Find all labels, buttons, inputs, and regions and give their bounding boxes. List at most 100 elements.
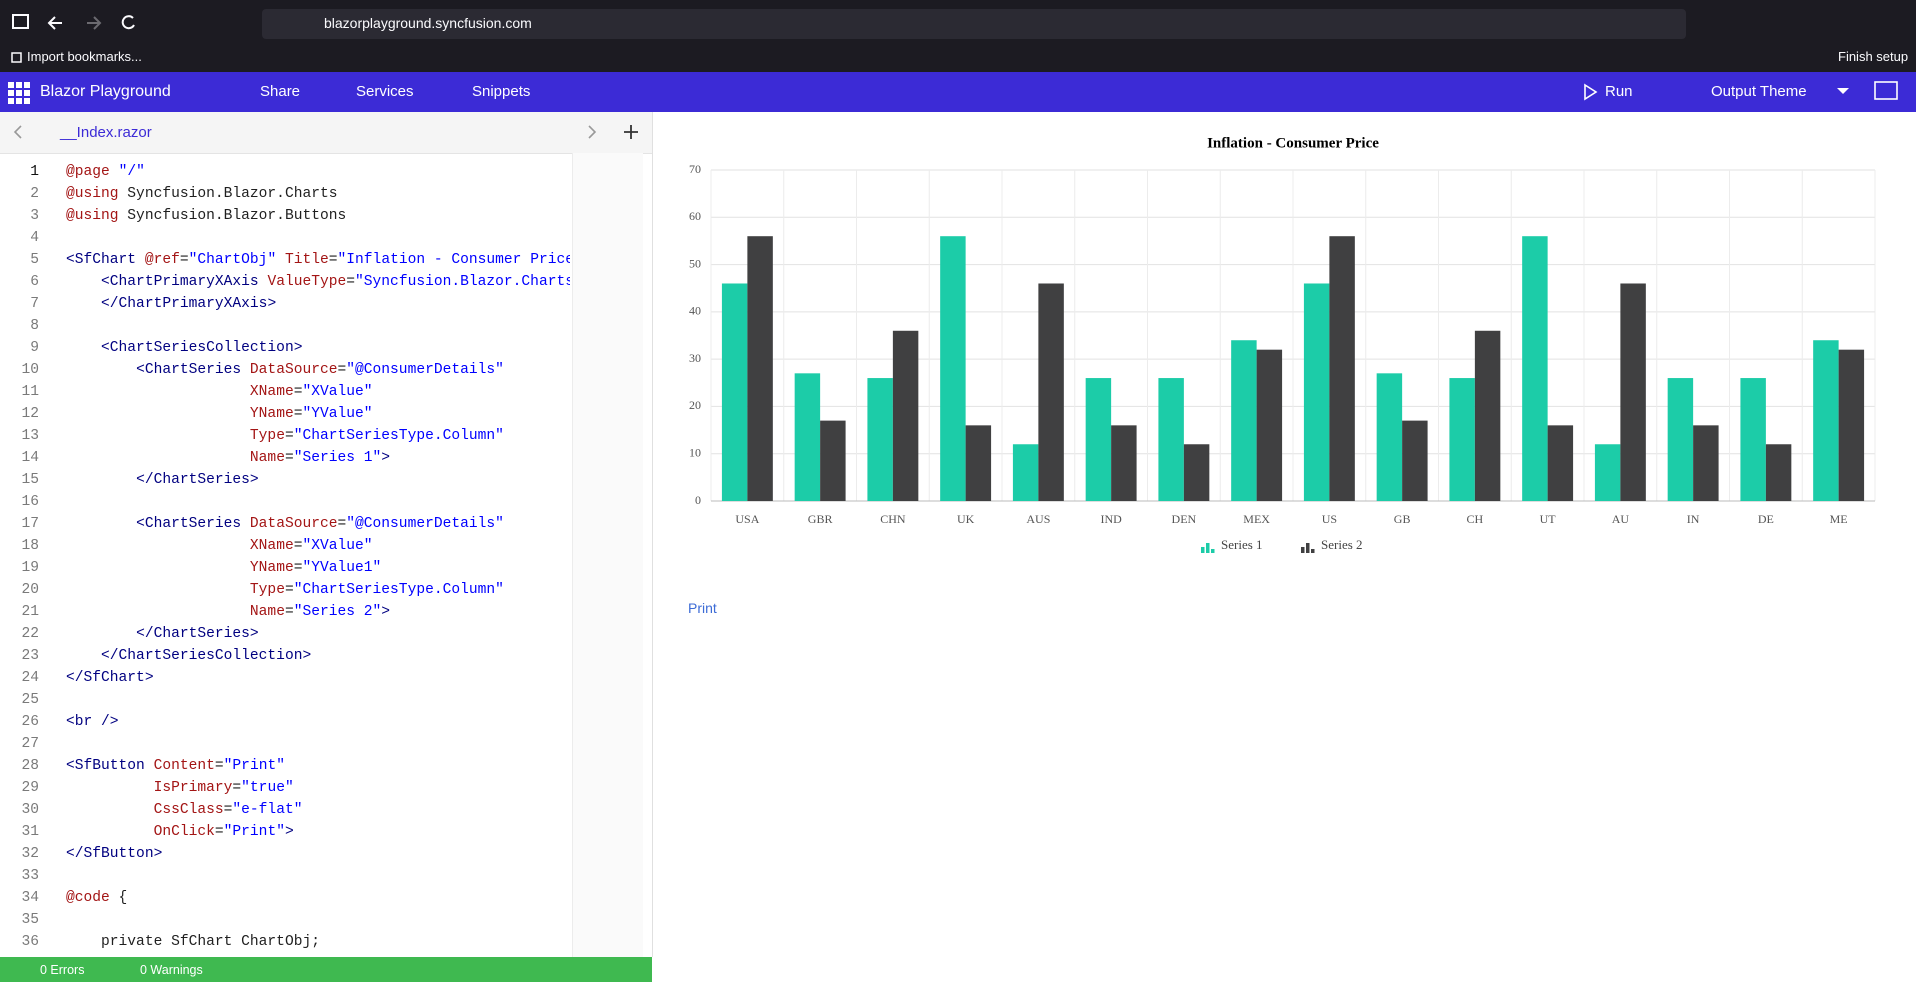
code-token: </ChartPrimaryXAxis [101,296,268,312]
share-button[interactable]: Share [260,83,301,100]
code-line: YName="YValue" [249,406,373,422]
line-number: 36 [21,934,39,950]
code-token: Type [249,582,285,598]
y-tick-label: 20 [689,398,701,412]
code-token: > [249,472,259,488]
code-token: Type [249,428,285,444]
tab-left[interactable] [10,124,26,140]
code-token: /> [101,714,119,730]
chart-title: Inflation - Consumer Price [1207,135,1379,151]
code-line: <ChartSeriesCollection> [66,340,302,356]
legend-icon [1201,547,1205,553]
line-number: 14 [21,450,39,466]
legend-label: Series 1 [1221,537,1263,552]
y-tick-label: 10 [689,445,701,459]
code-token: </ChartSeriesCollection [101,648,303,664]
bar [1111,425,1137,501]
code-token: "@ConsumerDetails" [346,516,504,532]
run-button[interactable]: Run [1605,83,1633,100]
url[interactable]: blazorplayground.syncfusion.com [324,15,532,31]
code-token: YName [249,560,294,576]
code-line: </SfChart> [66,670,154,686]
services-button[interactable]: Services [356,83,414,100]
warnings[interactable]: 0 Warnings [140,963,203,977]
line-number: 35 [21,912,39,928]
legend-label: Series 2 [1321,537,1363,552]
dropdown-icon[interactable] [1836,86,1850,96]
code-token: "/" [118,164,145,180]
bar [1838,349,1865,501]
code-token: YName [249,406,294,422]
code-token: OnClick [153,824,215,840]
code-token: <br [66,714,93,730]
x-tick-label: USA [735,512,759,526]
bookmark[interactable]: Import bookmarks... [27,49,142,64]
add-tab[interactable] [622,123,640,141]
bar [820,420,846,501]
code-token: > [144,670,154,686]
code-token: <ChartSeries [136,516,242,532]
settings-icon[interactable] [1874,80,1900,104]
code-line: @code { [66,890,128,906]
x-tick-label: MEX [1243,512,1270,526]
code-line: </ChartSeries> [66,626,259,642]
code-token: "ChartSeriesType.Column" [293,582,504,598]
code-token: "YValue" [302,406,373,422]
browser-chrome: blazorplayground.syncfusion.com Import b… [0,0,1916,72]
bar [794,373,821,501]
line-number: 2 [30,186,39,202]
file-tab[interactable]: __Index.razor [60,124,152,141]
bar [1594,444,1621,501]
code-token: > [249,626,259,642]
status-bar: 0 Errors 0 Warnings [0,957,652,982]
legend-icon [1301,547,1305,553]
minimap [572,153,643,957]
bar [1329,236,1355,501]
code-line: Name="Series 1"> [249,450,391,466]
y-tick-label: 30 [689,351,701,365]
line-number: 16 [21,494,39,510]
line-number: 8 [30,318,39,334]
line-number: 32 [21,846,39,862]
line-number: 10 [21,362,39,378]
x-tick-label: GBR [808,512,833,526]
line-number: 7 [30,296,39,312]
bar [1231,340,1257,501]
code-token: Title [284,252,329,268]
code-token: DataSource [249,362,338,378]
x-tick-label: CHN [880,512,906,526]
code-token: DataSource [249,516,338,532]
finish-setup[interactable]: Finish setup [1838,49,1909,64]
code-token: > [293,340,303,356]
print-button[interactable]: Print [688,600,717,616]
bar [1449,378,1475,501]
line-number: 34 [21,890,39,906]
code-line: @using Syncfusion.Blazor.Buttons [66,208,347,224]
bar [1158,378,1184,501]
code-line: </SfButton> [66,846,162,862]
code-line: XName="XValue" [249,384,373,400]
x-tick-label: AUS [1026,512,1050,526]
code-token: Name [249,450,285,466]
tab-right[interactable] [584,124,600,140]
code-line: <SfButton Content="Print" [66,758,285,774]
output-theme[interactable]: Output Theme [1711,83,1807,100]
code-line: <ChartSeries DataSource="@ConsumerDetail… [136,516,504,532]
code-area[interactable]: 1 @page "/" 2 @using Syncfusion.Blazor.Char… [0,153,570,957]
y-tick-label: 0 [695,493,701,507]
code-line: private SfChart ChartObj; [66,934,320,950]
code-token: "e-flat" [232,802,303,818]
apps-icon[interactable] [8,82,30,104]
legend-icon [1311,549,1315,553]
code-token: <SfChart [66,252,137,268]
bar [1667,378,1694,501]
line-number: 1 [30,164,39,180]
errors[interactable]: 0 Errors [40,963,85,977]
y-tick-label: 50 [689,256,701,270]
address-bar[interactable]: blazorplayground.syncfusion.com [262,9,1686,39]
line-number: 3 [30,208,39,224]
bar [1085,378,1112,501]
line-number: 23 [21,648,39,664]
snippets-button[interactable]: Snippets [472,83,531,100]
